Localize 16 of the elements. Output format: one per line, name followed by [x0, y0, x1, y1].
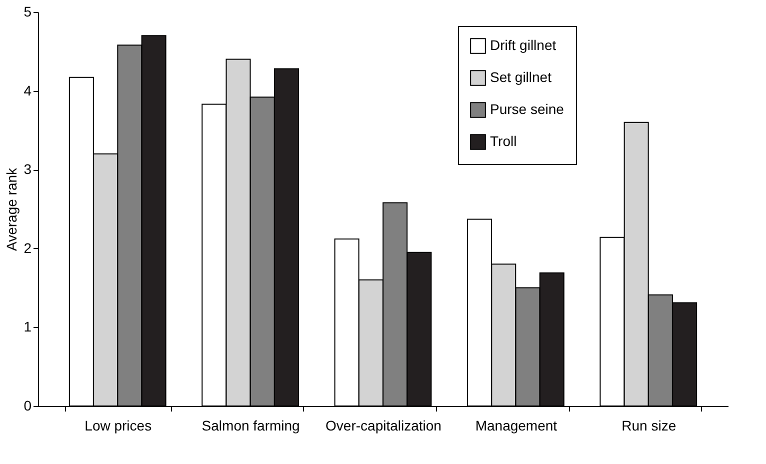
y-tick-label: 3 — [24, 161, 32, 178]
y-tick-label: 4 — [24, 82, 32, 98]
legend-label: Troll — [490, 133, 517, 149]
y-tick-label: 1 — [24, 318, 32, 335]
legend-label: Purse seine — [490, 101, 564, 117]
legend-label: Drift gillnet — [490, 37, 556, 53]
y-tick-label: 0 — [24, 398, 32, 414]
x-tick-label: Run size — [622, 418, 676, 434]
y-tick-label: 5 — [24, 4, 32, 20]
x-tick-label: Management — [475, 418, 558, 434]
y-tick-label: 2 — [24, 240, 32, 256]
legend-label: Set gillnet — [490, 69, 552, 85]
x-tick-label: Over-capitalization — [326, 418, 442, 434]
x-tick-label: Salmon farming — [202, 418, 300, 434]
x-tick-label: Low prices — [84, 418, 152, 434]
y-axis-title: Average rank — [4, 166, 20, 252]
